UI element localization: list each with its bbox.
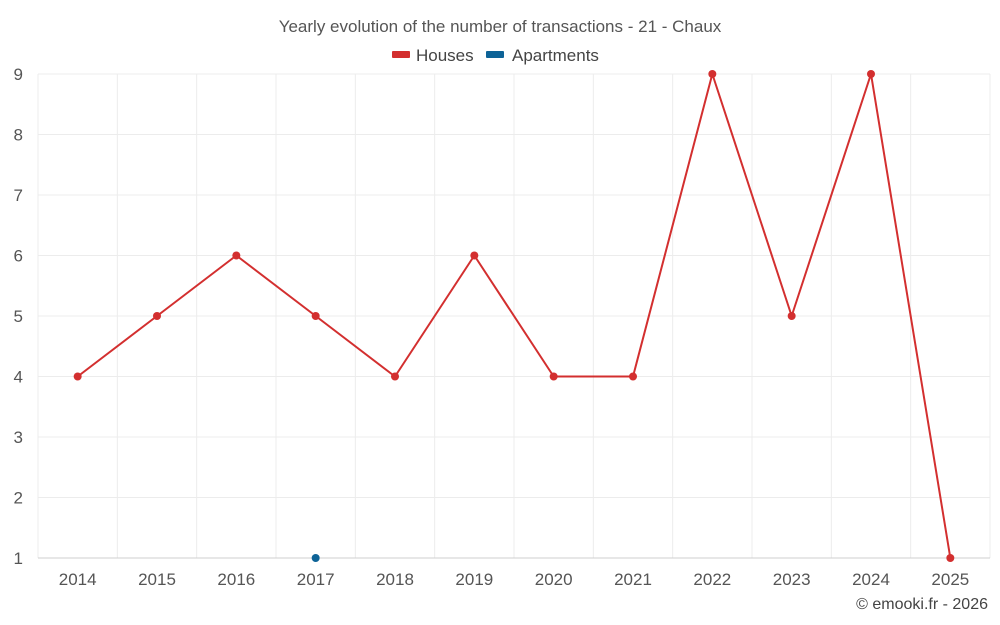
data-point-houses[interactable] bbox=[311, 312, 320, 320]
axes: 1 2 3 4 5 6 7 8 9 2014 2015 2016 2017 2018 2019 2020 202… bbox=[14, 65, 990, 589]
data-point-houses[interactable] bbox=[867, 70, 875, 78]
series-houses bbox=[73, 70, 955, 562]
data-point-houses[interactable] bbox=[391, 372, 399, 381]
y-tick-label: 5 bbox=[14, 307, 23, 326]
credit-text: © emooki.fr - 2026 bbox=[856, 596, 988, 613]
legend-label-apartments[interactable]: Apartments bbox=[512, 46, 599, 65]
data-point-houses[interactable] bbox=[787, 312, 796, 320]
data-point-houses[interactable] bbox=[73, 372, 82, 381]
y-tick-label: 4 bbox=[14, 368, 23, 387]
data-point-houses[interactable] bbox=[629, 372, 637, 381]
y-tick-label: 3 bbox=[14, 428, 23, 447]
legend-swatch-apartments[interactable] bbox=[486, 51, 504, 58]
x-tick-label: 2016 bbox=[217, 570, 255, 589]
x-tick-label: 2014 bbox=[59, 570, 97, 589]
x-tick-label: 2022 bbox=[693, 570, 731, 589]
series-apartments bbox=[311, 554, 320, 562]
y-tick-label: 8 bbox=[14, 126, 23, 145]
series-line-houses bbox=[77, 73, 952, 559]
x-tick-label: 2020 bbox=[535, 570, 573, 589]
data-point-houses[interactable] bbox=[470, 251, 479, 260]
x-tick-label: 2024 bbox=[852, 570, 890, 589]
chart-title: Yearly evolution of the number of transa… bbox=[279, 17, 722, 36]
data-point-houses[interactable] bbox=[708, 70, 717, 78]
data-point-houses[interactable] bbox=[232, 251, 241, 260]
y-tick-label: 1 bbox=[14, 549, 23, 568]
data-point-houses[interactable] bbox=[946, 554, 955, 562]
legend: Houses Apartments bbox=[392, 46, 599, 65]
x-tick-label: 2021 bbox=[614, 570, 652, 589]
x-tick-label: 2015 bbox=[138, 570, 176, 589]
y-tick-label: 7 bbox=[14, 186, 23, 205]
x-tick-label: 2023 bbox=[773, 570, 811, 589]
data-point-houses[interactable] bbox=[153, 312, 161, 320]
x-tick-label: 2017 bbox=[297, 570, 335, 589]
legend-label-houses[interactable]: Houses bbox=[416, 46, 474, 65]
y-tick-label: 6 bbox=[14, 247, 23, 266]
x-tick-label: 2018 bbox=[376, 570, 414, 589]
x-tick-label: 2025 bbox=[931, 570, 969, 589]
y-tick-label: 9 bbox=[14, 65, 23, 84]
legend-swatch-houses[interactable] bbox=[392, 51, 410, 58]
x-tick-label: 2019 bbox=[455, 570, 493, 589]
data-point-apartments[interactable] bbox=[311, 554, 320, 562]
series bbox=[73, 70, 955, 562]
y-tick-label: 2 bbox=[14, 489, 23, 508]
data-point-houses[interactable] bbox=[549, 372, 558, 381]
